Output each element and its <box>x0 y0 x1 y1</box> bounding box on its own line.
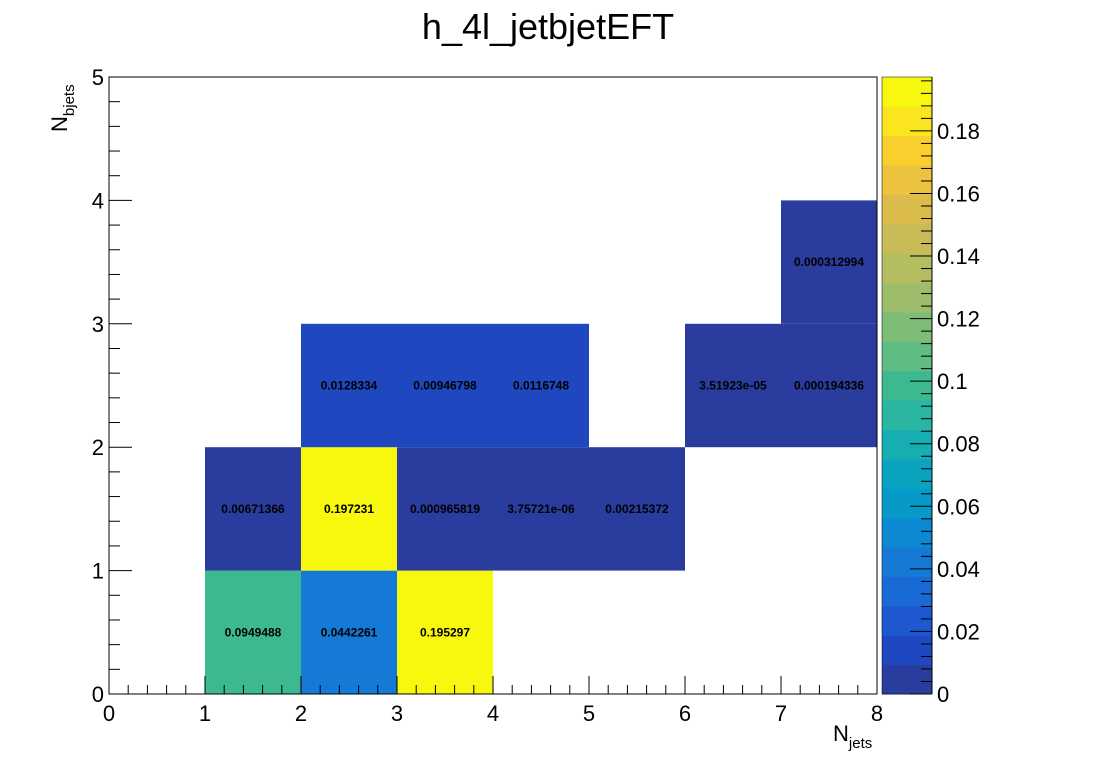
cell-value-label: 0.000194336 <box>794 379 864 393</box>
colorbar-tick-label: 0.1 <box>937 369 968 394</box>
heatmap-cell <box>781 323 877 448</box>
colorbar-segment <box>882 635 932 666</box>
heatmap-cell <box>589 447 685 571</box>
colorbar: 0 0.02 0.04 0.06 0.08 0.1 0.12 0.14 0.16 0.18 <box>881 76 980 707</box>
x-axis-label: Njets <box>833 721 872 752</box>
colorbar-tick-label: 0.04 <box>937 557 980 582</box>
y-axis: 0 1 2 3 4 5 <box>92 65 132 707</box>
colorbar-segment <box>882 77 932 107</box>
y-tick-label: 5 <box>92 65 104 90</box>
heatmap-cell <box>397 447 493 571</box>
heatmap-cell <box>205 447 301 571</box>
cell-value-label: 0.000312994 <box>794 255 864 269</box>
y-axis-label: Nbjets <box>47 84 78 132</box>
x-tick-label: 7 <box>775 701 787 726</box>
cell-value-label: 0.0128334 <box>321 379 378 393</box>
cell-value-label: 0.000965819 <box>410 502 480 516</box>
cell-value-label: 0.0116748 <box>513 379 569 393</box>
y-tick-label: 0 <box>92 682 104 707</box>
colorbar-segment <box>882 429 932 460</box>
colorbar-segment <box>882 135 932 166</box>
heatmap-cell <box>301 323 397 448</box>
cell-labels-layer: 0.0949488 0.0442261 0.195297 0.00671366 0.19… <box>221 255 864 639</box>
colorbar-tick-label: 0.06 <box>937 494 980 519</box>
colorbar-segment <box>882 223 932 254</box>
y-tick-label: 4 <box>92 188 104 213</box>
y-tick-label: 2 <box>92 435 104 460</box>
colorbar-segment <box>882 370 932 401</box>
heatmap-cell <box>493 323 589 448</box>
x-tick-label: 2 <box>295 701 307 726</box>
colorbar-tick-label: 0.02 <box>937 619 980 644</box>
x-axis: 0 1 2 3 4 5 6 7 8 <box>103 676 883 726</box>
colorbar-segment <box>882 517 932 548</box>
colorbar-segment <box>882 400 932 431</box>
heatmap-cell <box>781 200 877 324</box>
cell-value-label: 0.00671366 <box>221 502 285 516</box>
colorbar-segment <box>882 547 932 577</box>
y-tick-label: 3 <box>92 312 104 337</box>
colorbar-segment <box>882 165 932 196</box>
chart-title: h_4l_jetbjetEFT <box>421 6 675 47</box>
cell-value-label: 0.195297 <box>420 625 470 639</box>
colorbar-tick-label: 0 <box>937 682 949 707</box>
x-tick-label: 5 <box>583 701 595 726</box>
colorbar-segment <box>882 458 932 489</box>
heatmap-cell <box>685 323 781 448</box>
cell-value-label: 3.51923e-05 <box>699 379 767 393</box>
x-tick-label: 8 <box>871 701 883 726</box>
colorbar-tick-label: 0.18 <box>937 119 980 144</box>
colorbar-tick-label: 0.16 <box>937 181 980 206</box>
heatmap-cell <box>301 570 397 694</box>
cell-value-label: 0.00215372 <box>605 502 669 516</box>
colorbar-segment <box>882 106 932 137</box>
cell-value-label: 3.75721e-06 <box>507 502 575 516</box>
x-tick-label: 1 <box>199 701 211 726</box>
colorbar-tick-label: 0.14 <box>937 244 980 269</box>
heatmap-cell <box>493 447 589 571</box>
heatmap-cell <box>205 570 301 694</box>
heatmap-cell <box>397 323 493 448</box>
cell-value-label: 0.197231 <box>324 502 374 516</box>
x-tick-label: 4 <box>487 701 499 726</box>
y-axis-label-main: N <box>47 116 72 132</box>
colorbar-segment <box>882 664 932 695</box>
cell-value-label: 0.0442261 <box>321 625 378 639</box>
cell-value-label: 0.0949488 <box>225 625 282 639</box>
colorbar-segment <box>882 605 932 636</box>
cells-layer <box>205 200 877 694</box>
colorbar-segment <box>882 312 932 342</box>
colorbar-segment <box>882 488 932 519</box>
colorbar-segment <box>882 282 932 313</box>
x-axis-label-sub: jets <box>848 735 872 752</box>
x-tick-label: 3 <box>391 701 403 726</box>
x-axis-label-main: N <box>833 721 849 746</box>
x-tick-label: 6 <box>679 701 691 726</box>
colorbar-tick-label: 0.08 <box>937 432 980 457</box>
colorbar-tick-label: 0.12 <box>937 307 980 332</box>
y-tick-label: 1 <box>92 559 104 584</box>
heatmap-cell <box>397 570 493 694</box>
colorbar-segment <box>882 194 932 225</box>
cell-value-label: 0.00946798 <box>413 379 477 393</box>
y-axis-label-sub: bjets <box>61 84 78 116</box>
x-tick-label: 0 <box>103 701 115 726</box>
heatmap-cell <box>301 447 397 571</box>
